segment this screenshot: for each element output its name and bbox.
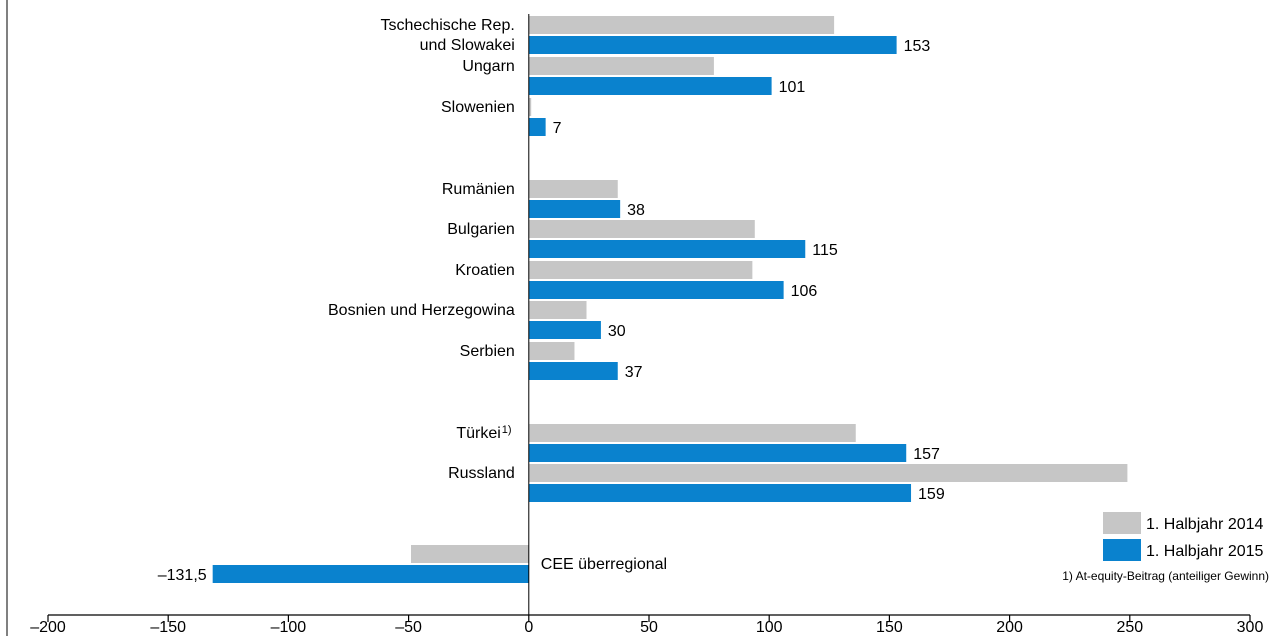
value-label-2015: 38 — [627, 202, 645, 219]
footnote-marker: 1) — [502, 424, 512, 436]
legend-label-2014: 1. Halbjahr 2014 — [1146, 516, 1264, 533]
bar-2015 — [528, 281, 784, 299]
bar-2014 — [528, 98, 532, 116]
bar-2014 — [528, 301, 587, 319]
x-tick-label: 100 — [756, 619, 783, 636]
bar-2014 — [528, 16, 835, 34]
value-label-2015: 157 — [913, 446, 940, 463]
bar-2014 — [528, 424, 856, 442]
value-label-2015: 115 — [812, 242, 838, 259]
x-tick-label: 250 — [1116, 619, 1143, 636]
x-tick-label: –100 — [271, 619, 307, 636]
category-label: Türkei — [456, 425, 500, 442]
value-label-2015: 106 — [791, 283, 818, 300]
x-tick-label: –50 — [395, 619, 422, 636]
bar-2015 — [528, 240, 806, 258]
x-tick-label: 300 — [1237, 619, 1264, 636]
legend-label-2015: 1. Halbjahr 2015 — [1146, 543, 1264, 560]
legend-swatch-2014 — [1103, 512, 1141, 534]
category-label: Rumänien — [442, 181, 515, 198]
bar-2014 — [528, 342, 575, 360]
category-label: Bosnien und Herzegowina — [328, 302, 515, 319]
x-tick-label: –200 — [30, 619, 66, 636]
value-label-2015: 159 — [918, 486, 945, 503]
category-label: Tschechische Rep. — [381, 17, 515, 34]
bars-layer — [212, 16, 1128, 583]
x-axis: –200 –150 –100 –50 0 50 100 150 200 250 300 — [30, 14, 1263, 636]
bar-2014 — [528, 57, 714, 75]
x-tick-label: 0 — [524, 619, 533, 636]
bar-2015 — [528, 484, 912, 502]
bar-2015 — [528, 200, 621, 218]
bar-2014 — [528, 180, 618, 198]
category-label: Slowenien — [441, 99, 515, 116]
category-label: Serbien — [460, 343, 515, 360]
legend-swatch-2015 — [1103, 539, 1141, 561]
bar-2014 — [528, 464, 1128, 482]
labels-layer: 153 Tschechische Rep. und Slowakei 101 Ungar… — [158, 17, 945, 584]
bar-2015 — [212, 565, 529, 583]
value-label-2015: 101 — [779, 79, 806, 96]
legend: 1. Halbjahr 2014 1. Halbjahr 2015 1) At-eq… — [1062, 512, 1269, 583]
category-label: Ungarn — [462, 58, 514, 75]
value-label-2015: 37 — [625, 364, 643, 381]
bar-2014 — [528, 220, 755, 238]
x-tick-label: 50 — [640, 619, 658, 636]
footnote: 1) At-equity-Beitrag (anteiliger Gewinn) — [1062, 569, 1269, 583]
bar-2015 — [528, 444, 907, 462]
x-tick-label: 150 — [876, 619, 903, 636]
bar-2014 — [528, 261, 753, 279]
x-tick-label: 200 — [996, 619, 1023, 636]
category-label: Bulgarien — [447, 221, 515, 238]
category-label: CEE überregional — [541, 556, 667, 573]
bar-2015 — [528, 321, 601, 339]
bar-2015 — [528, 118, 546, 136]
value-label-2015: 153 — [904, 38, 931, 55]
value-label-2015: 7 — [553, 120, 562, 137]
value-label-2015: –131,5 — [158, 567, 207, 584]
bar-2015 — [528, 362, 618, 380]
category-label: Kroatien — [455, 262, 515, 279]
bar-2014 — [411, 545, 529, 563]
value-label-2015: 30 — [608, 323, 626, 340]
x-tick-label: –150 — [150, 619, 186, 636]
left-border-line — [6, 0, 8, 636]
bar-2015 — [528, 77, 772, 95]
bar-2015 — [528, 36, 897, 54]
category-label: Russland — [448, 465, 515, 482]
category-label: und Slowakei — [420, 37, 515, 54]
